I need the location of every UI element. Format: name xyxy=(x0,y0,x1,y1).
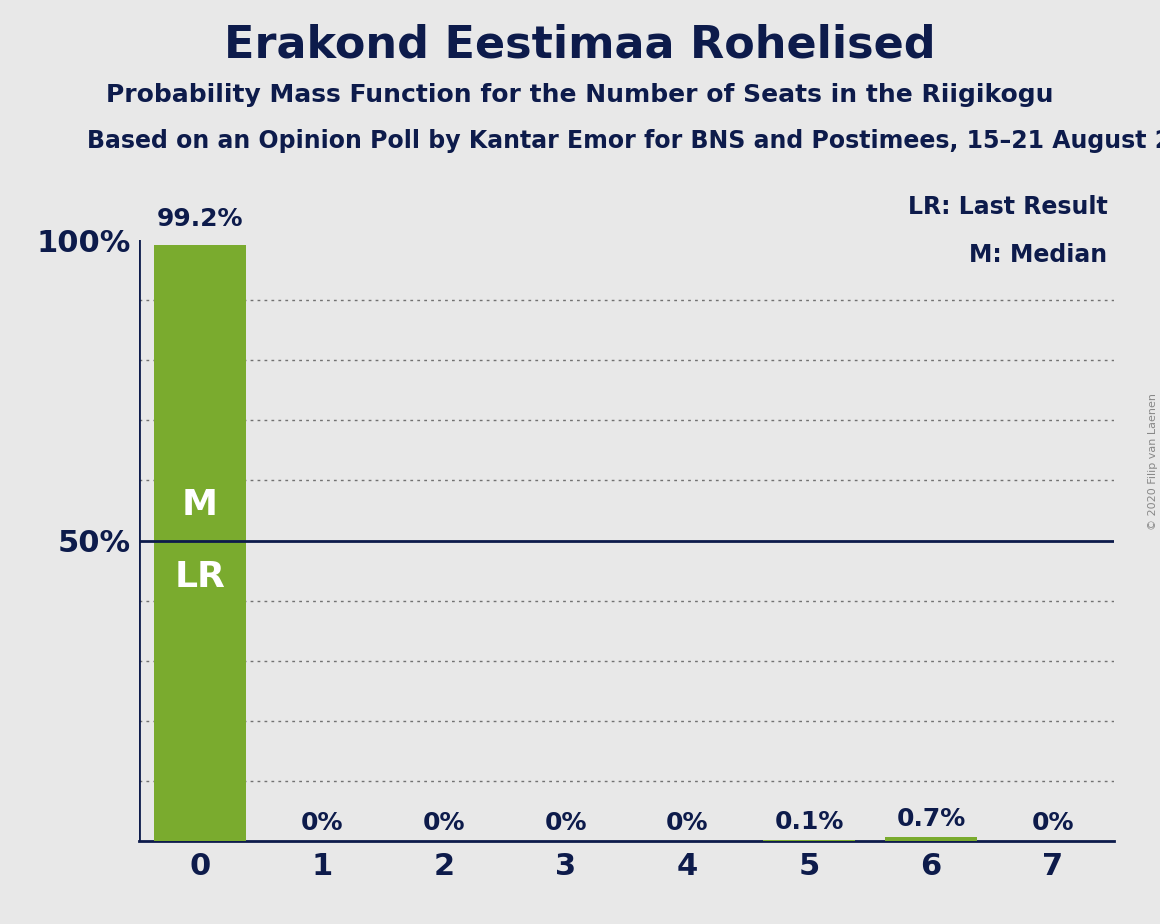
Text: 0%: 0% xyxy=(300,811,343,835)
Text: 99.2%: 99.2% xyxy=(157,207,244,231)
Text: M: M xyxy=(182,488,218,521)
Text: 0%: 0% xyxy=(422,811,465,835)
Text: Erakond Eestimaa Rohelised: Erakond Eestimaa Rohelised xyxy=(224,23,936,67)
Text: 0%: 0% xyxy=(1031,811,1074,835)
Text: LR: LR xyxy=(175,560,225,593)
Text: M: Median: M: Median xyxy=(970,243,1108,267)
Text: Probability Mass Function for the Number of Seats in the Riigikogu: Probability Mass Function for the Number… xyxy=(107,83,1053,107)
Text: 0%: 0% xyxy=(544,811,587,835)
Text: 0%: 0% xyxy=(666,811,709,835)
Text: LR: Last Result: LR: Last Result xyxy=(908,195,1108,219)
Text: 0.7%: 0.7% xyxy=(897,807,965,831)
Bar xyxy=(885,836,977,841)
Text: © 2020 Filip van Laenen: © 2020 Filip van Laenen xyxy=(1147,394,1158,530)
Bar xyxy=(154,245,246,841)
Text: Based on an Opinion Poll by Kantar Emor for BNS and Postimees, 15–21 August 2019: Based on an Opinion Poll by Kantar Emor … xyxy=(87,129,1160,153)
Text: 0.1%: 0.1% xyxy=(775,810,843,834)
